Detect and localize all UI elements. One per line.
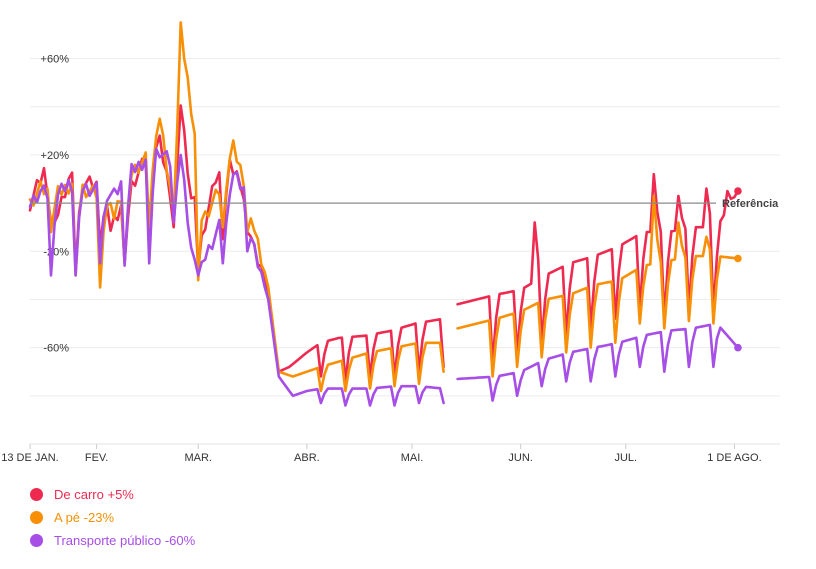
x-tick-label: 13 DE JAN. <box>1 452 58 464</box>
x-tick-label: 1 DE AGO. <box>707 452 761 464</box>
x-tick-label: ABR. <box>294 452 320 464</box>
series-end-dot-transit <box>734 343 742 352</box>
legend-label-car: De carro +5% <box>54 487 134 502</box>
legend-item-transit[interactable]: Transporte público -60% <box>30 529 195 552</box>
x-tick-label: JUL. <box>614 452 637 464</box>
baseline: Referência <box>30 198 779 210</box>
y-tick-label: +20% <box>41 150 70 162</box>
mobility-chart: 13 DE JAN. FEV. MAR. ABR. MAI. JUN. JUL. 1 DE A… <box>1 21 780 464</box>
legend-label-transit: Transporte público -60% <box>54 533 196 548</box>
baseline-label: Referência <box>722 198 779 210</box>
y-tick-label: -20% <box>43 246 69 258</box>
series-line-walk <box>28 21 740 393</box>
y-tick-label: -60% <box>43 343 69 355</box>
y-tick-label: +60% <box>41 54 70 66</box>
legend-dot-car <box>30 488 43 501</box>
x-tick-label: MAR. <box>184 452 212 464</box>
x-axis: 13 DE JAN. FEV. MAR. ABR. MAI. JUN. JUL. 1 DE A… <box>1 443 780 464</box>
legend: De carro +5% A pé -23% Transporte públic… <box>30 483 195 552</box>
x-tick-label: MAI. <box>401 452 424 464</box>
legend-label-walk: A pé -23% <box>54 510 115 525</box>
series-line-transit <box>28 147 740 407</box>
x-tick-label: FEV. <box>85 452 108 464</box>
series-end-dot-car <box>734 187 742 195</box>
series-end-dot-walk <box>734 254 742 263</box>
legend-dot-transit <box>30 534 43 547</box>
legend-item-car[interactable]: De carro +5% <box>30 483 195 506</box>
legend-dot-walk <box>30 511 43 524</box>
legend-item-walk[interactable]: A pé -23% <box>30 506 195 529</box>
x-tick-label: JUN. <box>508 452 532 464</box>
y-axis-ticks: +60% +20% -20% -60% <box>41 54 70 355</box>
series-lines <box>28 21 742 407</box>
